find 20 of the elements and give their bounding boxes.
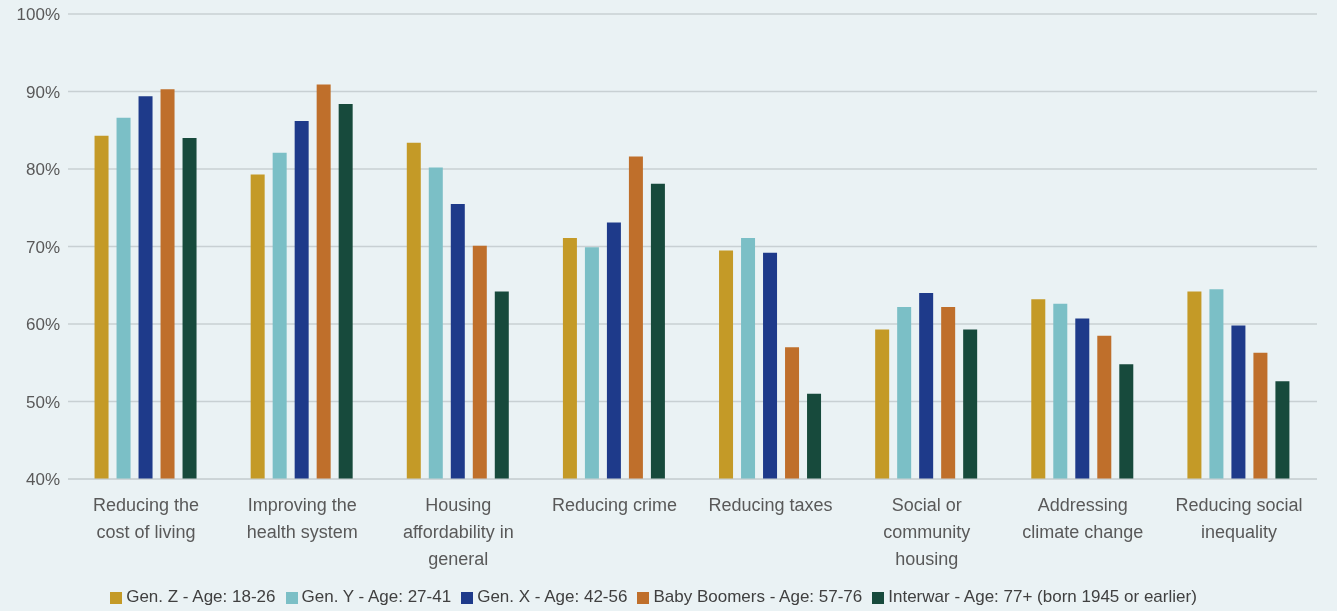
x-tick-label: Improving the health system [246,495,358,542]
y-tick-label: 40% [25,470,60,490]
y-tick-label: 50% [25,392,60,412]
x-tick-label: Reducing crime [551,495,677,515]
legend-label: Gen. X - Age: 42-56 [477,587,628,606]
x-tick-label: Housing affordability in general [402,495,514,569]
y-tick-label: 60% [25,315,60,335]
legend-label: Gen. Y - Age: 27-41 [301,587,452,606]
x-tick-label: Social or community housing [883,495,971,569]
y-tick-label: 100% [16,5,60,25]
x-tick-label: Addressing climate change [1022,495,1144,542]
x-tick-label: Reducing the cost of living [93,495,200,542]
legend-label: Baby Boomers - Age: 57-76 [653,587,863,606]
y-tick-label: 90% [25,82,60,102]
y-tick-label: 80% [25,160,60,180]
x-tick-label: Reducing social inequality [1175,495,1303,542]
legend-label: Gen. Z - Age: 18-26 [126,587,276,606]
legend-label: Interwar - Age: 77+ (born 1945 or earlier) [888,587,1197,606]
y-tick-label: 70% [25,237,60,257]
x-tick-label: Reducing taxes [708,495,833,515]
